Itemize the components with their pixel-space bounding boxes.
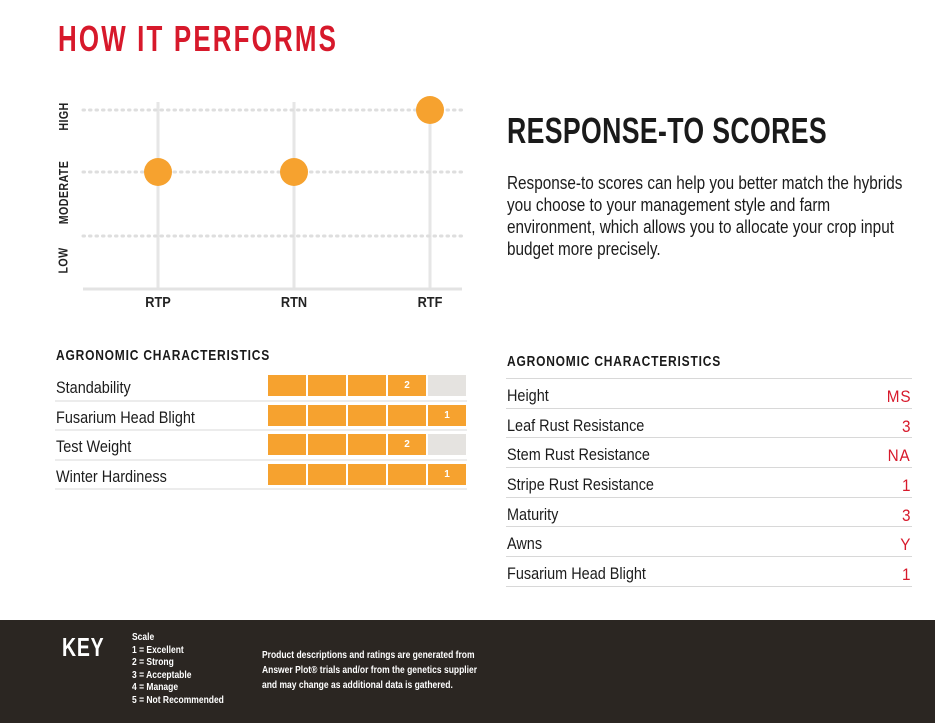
rating-segment (308, 404, 346, 426)
x-label-rtp: RTP (145, 294, 171, 311)
scale-item: 1 = Excellent (132, 644, 184, 656)
trait-name: Test Weight (56, 437, 132, 456)
trait-name: Stem Rust Resistance (507, 445, 650, 465)
table-row: Fusarium Head Blight 1 (55, 402, 467, 431)
scale-item: 2 = Strong (132, 657, 174, 668)
scale-legend: Scale 1 = Excellent 2 = Strong 3 = Accep… (132, 632, 224, 707)
y-label-moderate: MODERATE (55, 160, 71, 224)
trait-name: Standability (56, 378, 131, 397)
table-row: Fusarium Head Blight 1 (506, 557, 912, 587)
rating-segment (348, 463, 386, 485)
page-title: HOW IT PERFORMS (58, 18, 339, 59)
response-to-heading: RESPONSE-TO SCORES (507, 110, 827, 151)
table-row: Maturity 3 (506, 498, 912, 528)
trait-name: Fusarium Head Blight (507, 564, 646, 584)
rating-segment (388, 463, 426, 485)
rating-bar: 2 (268, 434, 466, 455)
data-point-rtn (280, 158, 308, 186)
rating-segment (348, 434, 386, 455)
rating-score-label: 2 (388, 434, 426, 455)
rating-segment (308, 463, 346, 485)
rating-bar: 1 (268, 404, 466, 426)
key-footer: KEY Scale 1 = Excellent 2 = Strong 3 = A… (0, 620, 935, 723)
agronomic-value-table: Height MS Leaf Rust Resistance 3 Stem Ru… (506, 378, 912, 587)
table-row: Test Weight 2 (55, 431, 467, 461)
table-row: Stripe Rust Resistance 1 (506, 468, 912, 498)
agronomic-bar-table: Standability 2 Fusarium Head Blight 1 Te… (55, 372, 467, 490)
trait-name: Awns (507, 534, 543, 554)
trait-value: Y (899, 535, 911, 555)
trait-value: MS (886, 387, 911, 406)
rating-segment (428, 375, 466, 396)
disclaimer: Product descriptions and ratings are gen… (262, 650, 478, 691)
rating-segment (268, 404, 306, 426)
table-row: Winter Hardiness 1 (55, 461, 467, 490)
table-row: Standability 2 (55, 372, 467, 402)
response-to-chart: HIGH MODERATE LOW RTP RTN RTF (50, 88, 480, 328)
response-to-description: Response-to scores can help you better m… (507, 173, 903, 259)
table-row: Leaf Rust Resistance 3 (506, 409, 912, 439)
y-label-low: LOW (55, 246, 71, 274)
rating-segment (308, 375, 346, 396)
trait-value: 1 (901, 476, 911, 496)
rating-segment (268, 434, 306, 455)
scale-item: 5 = Not Recommended (132, 694, 224, 706)
data-point-rtf (416, 96, 444, 124)
trait-name: Height (507, 386, 549, 405)
trait-name: Stripe Rust Resistance (507, 475, 654, 495)
table-row: Stem Rust Resistance NA (506, 438, 912, 469)
scale-item: 4 = Manage (132, 682, 179, 693)
scale-title: Scale (132, 632, 155, 643)
trait-value: 3 (901, 505, 911, 525)
key-title: KEY (62, 632, 105, 662)
table-row: Awns Y (506, 527, 912, 558)
rating-segment (308, 434, 346, 455)
chart-plot (81, 96, 464, 291)
scale-item: 3 = Acceptable (132, 669, 192, 681)
trait-value: 3 (901, 416, 911, 436)
rating-bar: 2 (268, 375, 466, 396)
rating-segment (428, 434, 466, 455)
rating-segment (348, 375, 386, 396)
rating-score-label: 1 (428, 463, 466, 485)
rating-segment (388, 404, 426, 426)
rating-bar: 1 (268, 463, 466, 485)
table-row: Height MS (506, 379, 912, 409)
trait-value: NA (887, 446, 911, 466)
rating-segment (268, 463, 306, 485)
agronomic-heading-left: AGRONOMIC CHARACTERISTICS (56, 347, 270, 364)
trait-value: 1 (901, 565, 911, 585)
rating-segment (268, 375, 306, 396)
y-label-high: HIGH (55, 101, 71, 131)
trait-name: Winter Hardiness (56, 466, 167, 486)
rating-segment (348, 404, 386, 426)
trait-name: Leaf Rust Resistance (507, 415, 645, 435)
rating-score-label: 1 (428, 404, 466, 426)
trait-name: Fusarium Head Blight (56, 407, 195, 427)
data-point-rtp (144, 158, 172, 186)
rating-score-label: 2 (388, 375, 426, 396)
x-label-rtf: RTF (417, 294, 443, 311)
trait-name: Maturity (507, 504, 559, 524)
agronomic-heading-right: AGRONOMIC CHARACTERISTICS (507, 353, 721, 370)
x-label-rtn: RTN (280, 294, 308, 311)
